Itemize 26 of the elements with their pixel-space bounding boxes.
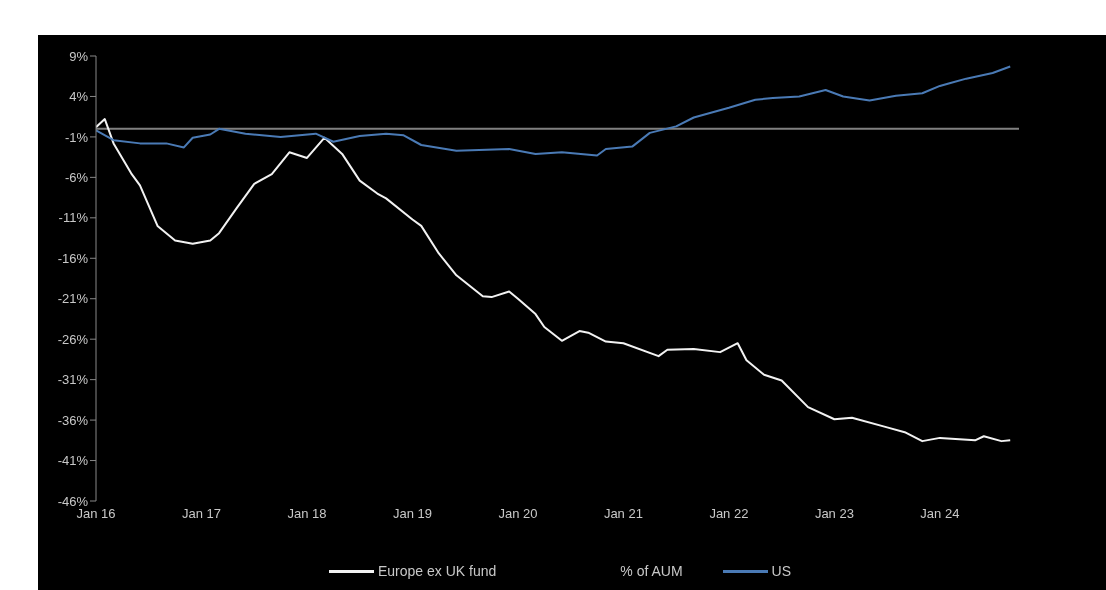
y-tick-label: 9% [69, 48, 89, 64]
x-tick-label: Jan 22 [709, 506, 749, 522]
y-tick-label: -46% [57, 493, 89, 509]
y-tick-label: -26% [57, 331, 89, 347]
line-series [96, 118, 1012, 443]
y-tick-label: 4% [69, 89, 89, 105]
text: % of AUM [620, 563, 683, 579]
x-tick-label: Jan 19 [392, 506, 432, 522]
line-series [96, 65, 1012, 157]
y-tick-label: -6% [64, 169, 89, 185]
x-tick-label: Jan 24 [920, 506, 960, 522]
y-tick-label: -1% [64, 129, 89, 145]
x-tick-label: Jan 21 [603, 506, 643, 522]
x-tick-label: Jan 20 [498, 506, 538, 522]
x-tick-label: Jan 23 [814, 506, 854, 522]
legend-label: Europe ex UK fund [378, 563, 497, 579]
y-tick-label: -41% [57, 453, 89, 469]
y-tick-label: -21% [57, 291, 89, 307]
x-tick-label: Jan 17 [181, 506, 222, 522]
legend-label: US [771, 563, 791, 579]
y-tick-label: -11% [58, 210, 89, 226]
x-tick-label: Jan 18 [287, 506, 327, 522]
y-tick-label: -31% [57, 372, 89, 388]
x-tick-label: Jan 16 [76, 506, 116, 522]
y-tick-label: -36% [57, 412, 89, 428]
y-tick-label: -16% [57, 250, 89, 266]
